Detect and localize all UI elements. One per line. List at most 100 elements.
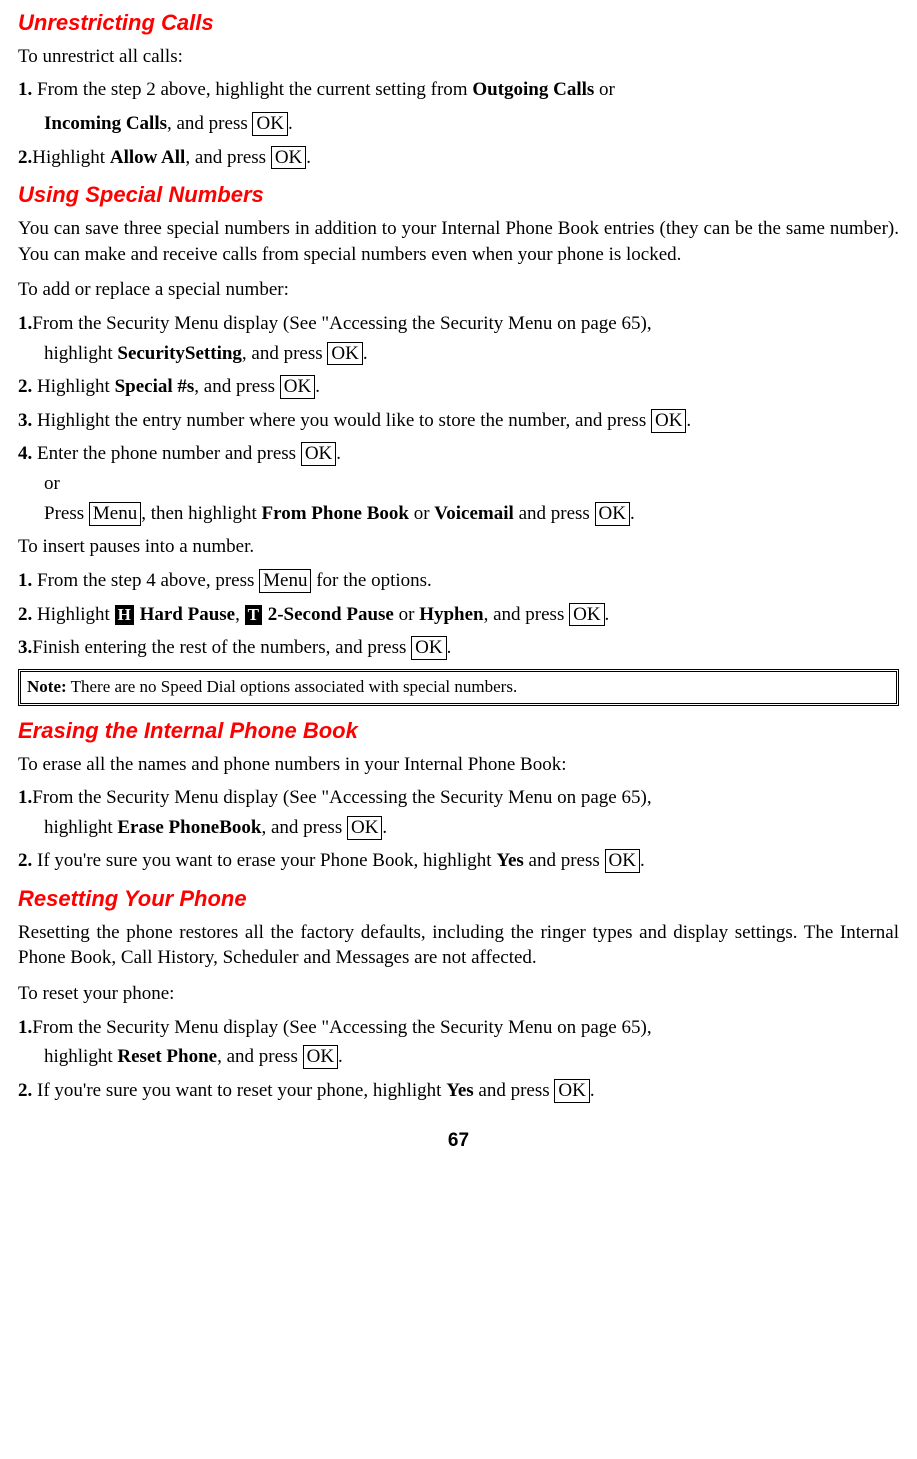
step-num: 2. xyxy=(18,147,32,168)
bold-allowall: Allow All xyxy=(110,147,185,168)
step-4-1-cont: highlight Reset Phone, and press OK. xyxy=(18,1044,899,1070)
bold-hardpause: Hard Pause xyxy=(135,604,235,625)
step-4-1: 1.From the Security Menu display (See "A… xyxy=(18,1015,899,1041)
step-text: If you're sure you want to reset your ph… xyxy=(32,1080,446,1101)
step-text: . xyxy=(315,376,320,397)
step-text: If you're sure you want to erase your Ph… xyxy=(32,850,496,871)
key-ok: OK xyxy=(651,409,686,433)
heading-special: Using Special Numbers xyxy=(18,180,899,210)
step-text: , and press xyxy=(194,376,279,397)
step-2-4-press: Press Menu, then highlight From Phone Bo… xyxy=(18,501,899,527)
key-ok: OK xyxy=(554,1079,589,1103)
step-2-3: 3. Highlight the entry number where you … xyxy=(18,408,899,434)
heading-reset: Resetting Your Phone xyxy=(18,884,899,914)
intro-pauses: To insert pauses into a number. xyxy=(18,534,899,560)
step-p3: 3.Finish entering the rest of the number… xyxy=(18,635,899,661)
step-num: 2. xyxy=(18,1080,32,1101)
step-2-1-cont: highlight SecuritySetting, and press OK. xyxy=(18,341,899,367)
step-text: or xyxy=(594,79,615,100)
step-p1: 1. From the step 4 above, press Menu for… xyxy=(18,568,899,594)
step-text: or xyxy=(394,604,419,625)
bold-erasephonebook: Erase PhoneBook xyxy=(117,817,261,838)
step-num: 1. xyxy=(18,313,32,334)
key-ok: OK xyxy=(569,603,604,627)
bold-hyphen: Hyphen xyxy=(419,604,483,625)
note-box: Note: There are no Speed Dial options as… xyxy=(18,669,899,706)
step-text: , and press xyxy=(484,604,569,625)
bold-fromphonebook: From Phone Book xyxy=(262,503,409,524)
bold-2secpause: 2-Second Pause xyxy=(263,604,394,625)
key-menu: Menu xyxy=(89,502,141,526)
step-1-2: 2.Highlight Allow All, and press OK. xyxy=(18,145,899,171)
intro-unrestrict: To unrestrict all calls: xyxy=(18,44,899,70)
step-text: . xyxy=(336,443,341,464)
step-text: From the Security Menu display (See "Acc… xyxy=(32,1017,651,1038)
step-text: or xyxy=(409,503,434,524)
step-text: . xyxy=(590,1080,595,1101)
step-text: Highlight xyxy=(32,376,114,397)
key-ok: OK xyxy=(303,1045,338,1069)
step-num: 2. xyxy=(18,850,32,871)
step-num: 3. xyxy=(18,410,32,431)
bold-outgoing: Outgoing Calls xyxy=(472,79,594,100)
heading-erase: Erasing the Internal Phone Book xyxy=(18,716,899,746)
step-num: 1. xyxy=(18,79,32,100)
intro-reset: To reset your phone: xyxy=(18,981,899,1007)
step-text: and press xyxy=(514,503,595,524)
step-1-1: 1. From the step 2 above, highlight the … xyxy=(18,77,899,103)
step-text: for the options. xyxy=(311,570,431,591)
step-text: and press xyxy=(524,850,605,871)
key-ok: OK xyxy=(595,502,630,526)
step-text: Finish entering the rest of the numbers,… xyxy=(32,637,411,658)
step-text: . xyxy=(306,147,311,168)
intro-erase: To erase all the names and phone numbers… xyxy=(18,752,899,778)
step-text: Enter the phone number and press xyxy=(32,443,301,464)
bold-incoming: Incoming Calls xyxy=(44,113,167,134)
step-text: . xyxy=(363,343,368,364)
step-text: . xyxy=(640,850,645,871)
step-2-4: 4. Enter the phone number and press OK. xyxy=(18,441,899,467)
blackbox-h: H xyxy=(115,605,134,625)
key-ok: OK xyxy=(271,146,306,170)
step-text: From the Security Menu display (See "Acc… xyxy=(32,787,651,808)
para-reset-body: Resetting the phone restores all the fac… xyxy=(18,920,899,971)
blackbox-t: T xyxy=(245,605,262,625)
step-text: Highlight xyxy=(32,604,114,625)
step-text: , then highlight xyxy=(141,503,261,524)
step-text: . xyxy=(686,410,691,431)
step-text: . xyxy=(447,637,452,658)
step-text: From the step 2 above, highlight the cur… xyxy=(32,79,472,100)
step-num: 4. xyxy=(18,443,32,464)
step-text: , and press xyxy=(217,1046,302,1067)
step-num: 1. xyxy=(18,570,32,591)
step-text: , xyxy=(235,604,245,625)
note-body: There are no Speed Dial options associat… xyxy=(67,677,518,696)
step-num: 1. xyxy=(18,1017,32,1038)
step-text: . xyxy=(630,503,635,524)
step-2-1: 1.From the Security Menu display (See "A… xyxy=(18,311,899,337)
step-1-1-cont: Incoming Calls, and press OK. xyxy=(18,111,899,137)
key-ok: OK xyxy=(605,849,640,873)
key-ok: OK xyxy=(280,375,315,399)
step-text: , and press xyxy=(242,343,327,364)
step-text: Highlight xyxy=(32,147,110,168)
step-text: highlight xyxy=(44,817,117,838)
bold-voicemail: Voicemail xyxy=(434,503,514,524)
step-text: . xyxy=(338,1046,343,1067)
step-p2: 2. Highlight H Hard Pause, T 2-Second Pa… xyxy=(18,602,899,628)
step-num: 3. xyxy=(18,637,32,658)
step-text: Press xyxy=(44,503,89,524)
step-num: 1. xyxy=(18,787,32,808)
bold-yes: Yes xyxy=(446,1080,473,1101)
para-special-body: You can save three special numbers in ad… xyxy=(18,216,899,267)
page-number: 67 xyxy=(18,1128,899,1154)
bold-specialnums: Special #s xyxy=(115,376,195,397)
key-ok: OK xyxy=(347,816,382,840)
step-text: From the step 4 above, press xyxy=(32,570,259,591)
step-4-2: 2. If you're sure you want to reset your… xyxy=(18,1078,899,1104)
step-2-4-or: or xyxy=(18,471,899,497)
step-text: Highlight the entry number where you wou… xyxy=(32,410,651,431)
step-3-2: 2. If you're sure you want to erase your… xyxy=(18,848,899,874)
step-text: highlight xyxy=(44,1046,117,1067)
intro-addspecial: To add or replace a special number: xyxy=(18,277,899,303)
